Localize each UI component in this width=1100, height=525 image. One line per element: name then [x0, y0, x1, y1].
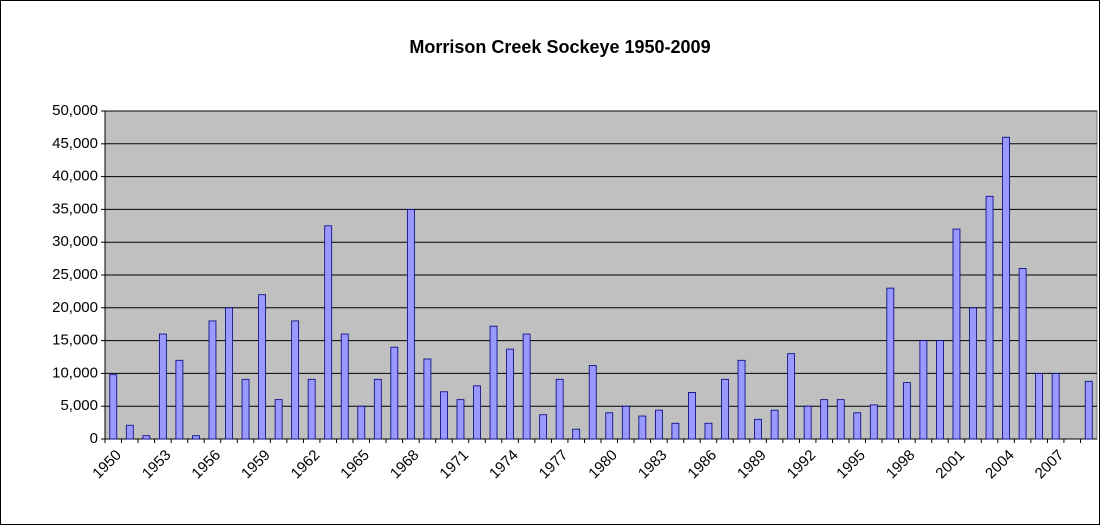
bar	[1084, 380, 1093, 440]
bar	[340, 333, 349, 440]
bar	[1051, 372, 1060, 440]
bar	[754, 418, 762, 440]
bar	[721, 378, 729, 440]
bar	[869, 404, 878, 440]
bar	[373, 378, 382, 440]
bar	[886, 287, 895, 440]
bar	[539, 414, 548, 440]
bar	[638, 415, 647, 440]
y-tick-label: 45,000	[52, 135, 98, 152]
bar	[307, 378, 316, 440]
bar	[456, 399, 465, 440]
bar	[192, 435, 200, 440]
bar	[555, 378, 564, 440]
bar	[109, 374, 118, 440]
bar	[704, 422, 713, 440]
bar	[919, 340, 928, 440]
bar	[406, 208, 415, 440]
bar	[936, 340, 944, 440]
bar	[274, 399, 283, 440]
y-tick-label: 15,000	[52, 332, 98, 349]
bar	[572, 428, 581, 440]
bar	[836, 399, 845, 440]
bar	[803, 405, 812, 440]
y-tick-label: 35,000	[52, 200, 98, 217]
bar	[423, 358, 432, 440]
bar	[952, 228, 961, 440]
bar	[158, 333, 167, 440]
bar	[489, 325, 498, 440]
bar	[787, 353, 796, 440]
bar	[1035, 372, 1044, 440]
bar	[291, 320, 300, 440]
y-tick-label: 5,000	[60, 397, 98, 414]
y-tick-label: 10,000	[52, 364, 98, 381]
y-tick-label: 20,000	[52, 299, 98, 316]
bar	[324, 225, 333, 440]
bar	[671, 422, 680, 440]
bar	[853, 412, 862, 440]
y-tick-label: 40,000	[52, 168, 98, 185]
bar	[969, 307, 977, 440]
bar	[737, 359, 746, 440]
bar	[208, 320, 217, 440]
bar	[522, 333, 531, 440]
bar	[902, 382, 911, 440]
bar	[225, 307, 233, 440]
bar	[1018, 268, 1027, 440]
bar	[175, 359, 184, 440]
bar	[357, 405, 366, 440]
bar	[605, 412, 614, 440]
bar	[820, 399, 829, 440]
chart-title: Morrison Creek Sockeye 1950-2009	[409, 37, 710, 57]
bar	[654, 409, 663, 440]
y-tick-label: 50,000	[52, 102, 98, 119]
bar	[125, 424, 134, 440]
bar	[390, 346, 399, 440]
y-tick-label: 30,000	[52, 233, 98, 250]
bar	[258, 294, 266, 440]
bar	[1002, 136, 1010, 440]
bar	[142, 435, 151, 440]
bar	[241, 378, 250, 440]
bar	[473, 385, 481, 440]
bar	[985, 195, 994, 440]
y-tick-label: 25,000	[52, 266, 98, 283]
bar	[621, 405, 630, 440]
bar	[688, 392, 696, 440]
bar	[770, 409, 779, 440]
bar	[506, 348, 514, 440]
bar	[588, 365, 597, 440]
y-tick-label: 0	[90, 430, 98, 447]
bar	[440, 391, 448, 440]
